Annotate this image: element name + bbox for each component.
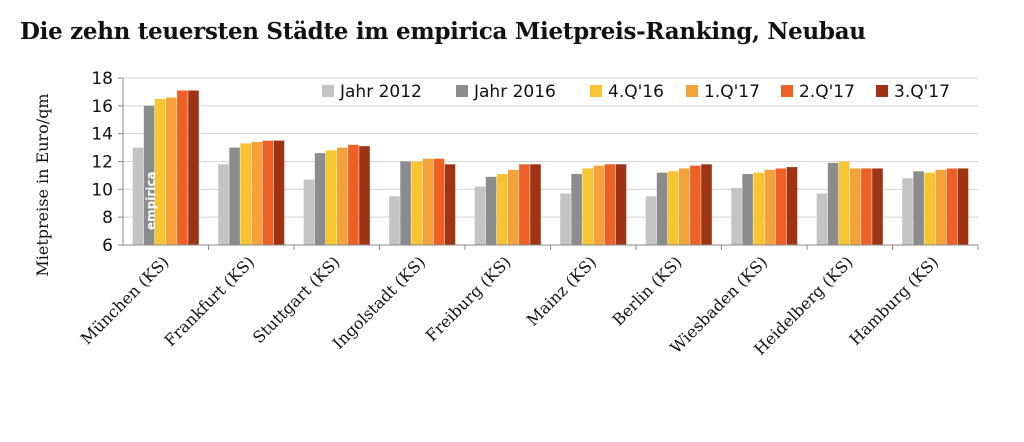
bar	[838, 161, 850, 245]
y-tick-label: 16	[91, 97, 113, 117]
bar	[753, 172, 764, 245]
x-category-label: Frankfurt (KS)	[160, 252, 258, 350]
x-category-label: Berlin (KS)	[609, 252, 686, 329]
bar	[262, 140, 274, 245]
bar	[154, 98, 166, 245]
bar	[273, 140, 285, 245]
bar	[348, 144, 359, 245]
x-category-label: Ingolstadt (KS)	[329, 252, 429, 352]
legend-swatch	[322, 85, 334, 97]
bar	[913, 171, 924, 245]
bar	[337, 147, 348, 245]
bar	[508, 169, 519, 245]
legend-swatch	[781, 85, 793, 97]
bar	[519, 164, 530, 245]
bar	[701, 164, 712, 245]
legend-swatch	[590, 85, 602, 97]
bar	[645, 196, 657, 245]
y-tick-label: 10	[91, 180, 113, 200]
bar	[786, 167, 798, 245]
legend-label: 4.Q'16	[608, 82, 664, 102]
legend-swatch	[876, 85, 888, 97]
legend-label: 3.Q'17	[894, 82, 950, 102]
bar	[667, 171, 679, 245]
y-tick-labels: 6 8 10 12 14 16 18	[91, 69, 113, 256]
x-category-label: Freiburg (KS)	[422, 252, 515, 345]
bar	[143, 105, 155, 245]
bar	[188, 90, 199, 246]
bar	[872, 168, 883, 245]
bar	[902, 178, 913, 245]
axes	[118, 77, 979, 250]
bar	[731, 187, 742, 245]
bar	[571, 174, 582, 245]
bar	[861, 168, 872, 245]
legend-swatch	[686, 85, 698, 97]
bar	[827, 162, 839, 245]
x-category-label: München (KS)	[77, 252, 173, 348]
bar	[303, 179, 315, 245]
bar	[177, 90, 188, 246]
legend-swatch	[456, 85, 468, 97]
bar	[850, 168, 861, 245]
bar	[957, 168, 969, 245]
bar	[218, 164, 229, 245]
bar	[679, 168, 690, 245]
bar	[422, 158, 434, 245]
bar	[229, 147, 240, 245]
y-tick-label: 14	[91, 125, 113, 145]
bar	[240, 143, 251, 245]
bar	[314, 153, 326, 245]
bar	[816, 193, 828, 245]
bar	[359, 146, 370, 245]
bar	[496, 174, 508, 245]
bar	[530, 164, 541, 245]
bar	[433, 158, 445, 245]
legend-label: 2.Q'17	[799, 82, 855, 102]
y-tick-label: 12	[91, 153, 113, 173]
bar	[775, 168, 787, 245]
x-category-label: Hamburg (KS)	[845, 252, 942, 349]
chart-title: Die zehn teuersten Städte im empirica Mi…	[20, 18, 866, 45]
legend: Jahr 2012 Jahr 2016 4.Q'16 1.Q'17 2.Q'17 3.Q'…	[322, 82, 950, 102]
bar	[325, 150, 337, 245]
bar	[946, 168, 958, 245]
bars	[132, 90, 969, 246]
bar	[400, 161, 411, 245]
bar	[582, 168, 593, 245]
y-tick-label: 18	[91, 69, 113, 89]
y-tick-label: 8	[102, 208, 113, 228]
bar	[474, 186, 486, 245]
y-axis-label: Mietpreise in Euro/qm	[33, 93, 52, 276]
bar	[764, 169, 776, 245]
bar	[742, 174, 753, 245]
bar	[444, 164, 456, 245]
bar	[935, 169, 947, 245]
bar	[615, 164, 627, 245]
watermark-empirica: empirica	[144, 171, 158, 230]
bar	[251, 142, 263, 245]
x-category-label: Mainz (KS)	[523, 252, 600, 329]
bar	[560, 193, 571, 245]
y-tick-label: 6	[102, 236, 113, 256]
bar	[924, 172, 935, 245]
bar	[690, 165, 701, 245]
bar	[593, 165, 605, 245]
legend-label: Jahr 2016	[473, 82, 556, 102]
bar	[656, 172, 668, 245]
x-category-labels: München (KS)Frankfurt (KS)Stuttgart (KS)…	[77, 252, 942, 358]
bar	[389, 196, 400, 245]
bar	[166, 97, 177, 245]
bar	[411, 161, 422, 245]
bar	[604, 164, 616, 245]
bar	[132, 147, 144, 245]
legend-label: 1.Q'17	[704, 82, 760, 102]
bar	[485, 176, 497, 245]
legend-label: Jahr 2012	[339, 82, 422, 102]
x-category-label: Stuttgart (KS)	[249, 252, 344, 347]
